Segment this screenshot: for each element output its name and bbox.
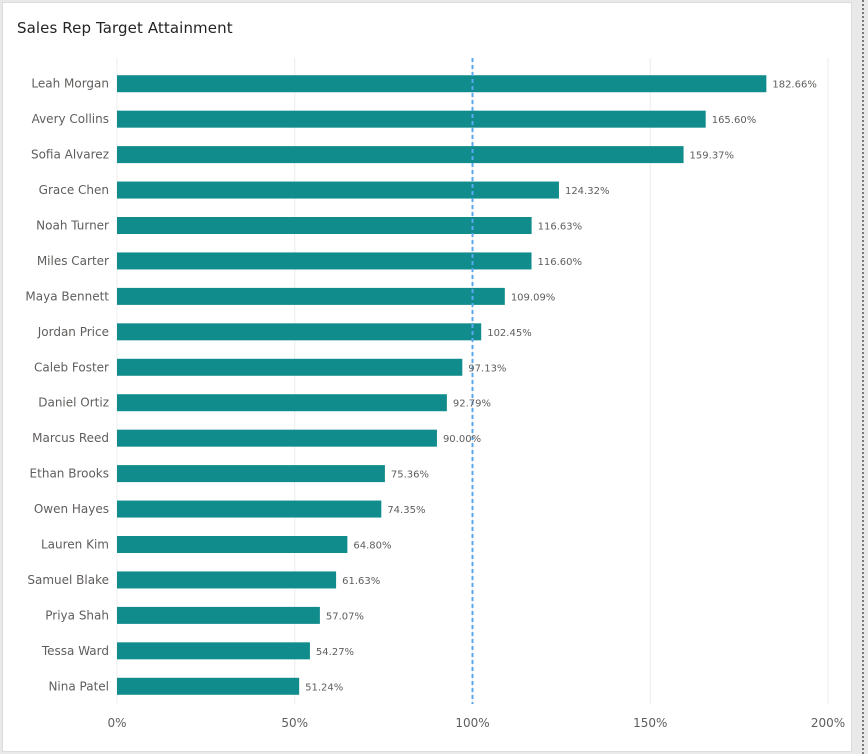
chart-title: Sales Rep Target Attainment	[17, 19, 233, 37]
bars-group	[117, 75, 767, 695]
data-label: 75.36%	[391, 470, 429, 481]
data-label: 92.79%	[453, 399, 491, 410]
x-tick-label: 100%	[455, 716, 489, 730]
bar[interactable]	[117, 536, 348, 553]
data-label: 116.63%	[538, 222, 583, 233]
data-label: 165.60%	[712, 115, 757, 126]
bar[interactable]	[117, 394, 447, 412]
category-label: Nina Patel	[48, 679, 109, 693]
x-axis-ticks: 0% 50% 100% 150% 200%	[107, 716, 845, 730]
data-label: 74.35%	[387, 505, 425, 516]
bar[interactable]	[117, 358, 463, 376]
data-label: 61.63%	[342, 576, 380, 587]
data-label: 159.37%	[690, 151, 735, 162]
category-label: Tessa Ward	[41, 644, 109, 658]
bar[interactable]	[117, 642, 310, 660]
data-label: 182.66%	[772, 80, 817, 91]
data-label: 64.80%	[353, 541, 391, 552]
bar[interactable]	[117, 500, 382, 518]
data-label: 51.24%	[305, 682, 343, 693]
data-label: 97.13%	[468, 363, 506, 374]
category-labels: Leah Morgan Avery Collins Sofia Alvarez Gra…	[25, 77, 109, 694]
category-label: Daniel Ortiz	[38, 396, 109, 410]
category-label: Priya Shah	[45, 608, 109, 622]
x-tick-label: 50%	[281, 716, 308, 730]
bar[interactable]	[117, 287, 505, 305]
bar[interactable]	[117, 465, 385, 483]
bar[interactable]	[117, 181, 559, 199]
x-tick-label: 200%	[811, 716, 845, 730]
category-label: Marcus Reed	[32, 431, 109, 445]
category-label: Grace Chen	[39, 183, 109, 197]
bar[interactable]	[117, 217, 532, 234]
window-edge	[862, 0, 864, 754]
bar[interactable]	[117, 323, 482, 341]
value-labels: 182.66% 165.60% 159.37% 124.32% 116.63% 116.6…	[305, 80, 817, 694]
category-label: Miles Carter	[37, 254, 109, 268]
x-tick-label: 0%	[107, 716, 126, 730]
bar[interactable]	[117, 571, 337, 589]
category-label: Samuel Blake	[27, 573, 109, 587]
data-label: 57.07%	[326, 611, 364, 622]
data-label: 102.45%	[487, 328, 531, 339]
bar[interactable]	[117, 110, 706, 128]
bar[interactable]	[117, 429, 437, 447]
bar[interactable]	[117, 606, 320, 624]
data-label: 90.00%	[443, 434, 481, 445]
category-label: Ethan Brooks	[30, 467, 109, 481]
bar[interactable]	[117, 677, 300, 695]
category-label: Avery Collins	[32, 112, 109, 126]
category-label: Owen Hayes	[34, 502, 109, 516]
data-label: 54.27%	[316, 647, 354, 658]
x-tick-label: 150%	[633, 716, 667, 730]
data-label: 124.32%	[565, 186, 610, 197]
category-label: Noah Turner	[36, 219, 109, 233]
bar[interactable]	[117, 252, 532, 270]
bar[interactable]	[117, 146, 684, 164]
category-label: Jordan Price	[37, 325, 109, 339]
bar[interactable]	[117, 75, 767, 93]
category-label: Caleb Foster	[34, 360, 109, 374]
data-label: 116.60%	[538, 257, 583, 268]
category-label: Leah Morgan	[31, 77, 109, 91]
data-label: 109.09%	[511, 292, 556, 303]
category-label: Sofia Alvarez	[31, 148, 109, 162]
category-label: Lauren Kim	[41, 538, 109, 552]
category-label: Maya Bennett	[25, 289, 109, 303]
